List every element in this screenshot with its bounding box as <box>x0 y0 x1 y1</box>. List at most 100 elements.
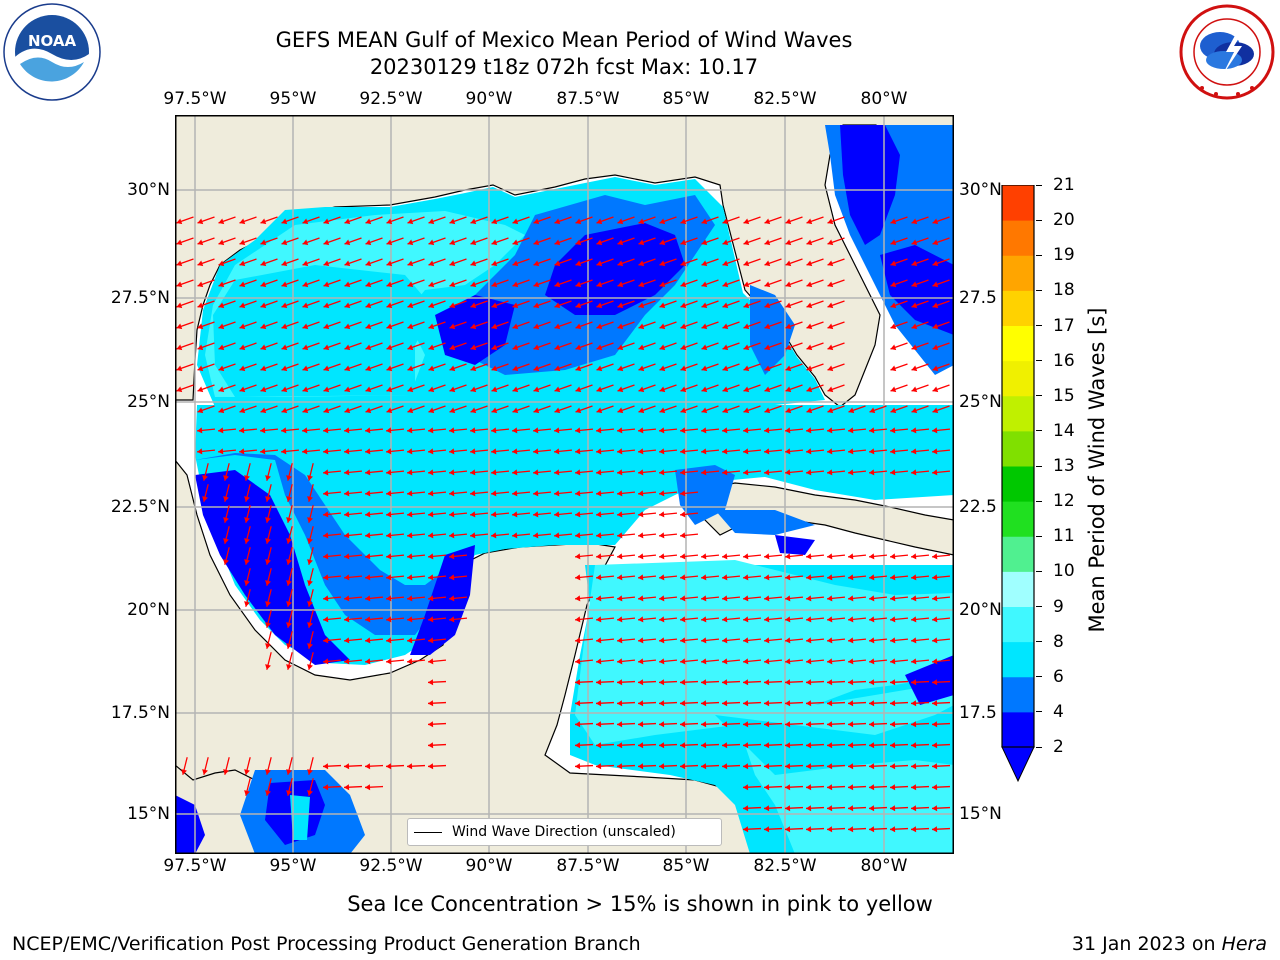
wave-direction-arrow-head <box>470 427 476 434</box>
wave-direction-arrow-head <box>890 260 897 267</box>
wave-direction-arrow <box>385 574 405 581</box>
wave-direction-arrow-head <box>344 365 351 372</box>
wave-direction-arrow <box>679 490 699 497</box>
wave-direction-arrow <box>637 553 657 560</box>
wave-direction-arrow-head <box>911 658 917 665</box>
wave-direction-arrow <box>470 405 488 414</box>
wave-direction-arrow-head <box>680 407 687 414</box>
wave-direction-arrow-head <box>617 532 623 539</box>
wave-direction-arrow-head <box>202 496 208 502</box>
wave-direction-arrow <box>910 805 930 812</box>
wave-direction-arrow <box>532 448 552 455</box>
wave-direction-arrow <box>932 258 950 267</box>
wave-direction-arrow-head <box>428 365 435 372</box>
wave-direction-arrow-head <box>197 365 204 372</box>
wave-direction-arrow-head <box>554 448 560 455</box>
wave-direction-arrow-head <box>365 260 372 267</box>
wave-direction-arrow-head <box>764 721 770 728</box>
wave-direction-arrow-head <box>344 784 350 791</box>
wave-direction-arrow-head <box>638 344 645 351</box>
wave-direction-arrow-head <box>764 323 771 330</box>
wave-direction-arrow-head <box>265 580 271 586</box>
wave-direction-arrow-head <box>365 784 371 791</box>
wave-direction-arrow <box>386 237 404 246</box>
wave-direction-arrow <box>244 547 251 565</box>
wave-direction-arrow-head <box>932 427 938 434</box>
wave-direction-arrow-head <box>806 407 813 414</box>
wave-direction-arrow <box>511 532 531 539</box>
wave-direction-arrow <box>322 616 342 623</box>
wave-direction-arrow <box>742 574 762 581</box>
wave-direction-arrow <box>826 826 846 833</box>
wave-direction-arrow <box>679 679 699 686</box>
wave-direction-arrow-head <box>176 302 183 309</box>
wave-direction-arrow-head <box>307 664 313 670</box>
sea-ice-note-text: Sea Ice Concentration > 15% is shown in … <box>347 892 933 916</box>
wave-direction-arrow <box>617 216 635 225</box>
wave-direction-arrow-head <box>806 679 812 686</box>
wave-direction-arrow-head <box>512 344 519 351</box>
wave-direction-arrow-head <box>617 700 623 707</box>
x-tick-bottom: 87.5°W <box>556 856 620 876</box>
wave-direction-arrow <box>700 616 720 623</box>
wave-direction-arrow <box>574 616 594 623</box>
wave-direction-arrow-head <box>407 490 413 497</box>
wave-period-contour <box>195 453 465 635</box>
wave-direction-arrow <box>889 742 909 749</box>
wave-direction-arrow <box>637 679 657 686</box>
wave-direction-arrow-head <box>365 344 372 351</box>
wave-direction-arrow <box>428 384 446 393</box>
wave-direction-arrow <box>406 469 426 476</box>
colorbar-label: Mean Period of Wind Waves [s] <box>1085 307 1109 633</box>
wave-direction-arrow <box>659 216 677 225</box>
wave-direction-arrow <box>805 616 825 623</box>
wave-direction-arrow-head <box>659 637 665 644</box>
colorbar-tick-label: 21 <box>1053 175 1075 195</box>
wave-direction-arrow <box>286 547 293 565</box>
wave-direction-arrow-head <box>932 826 938 833</box>
wave-direction-arrow-head <box>743 637 749 644</box>
footer-date: 31 Jan 2023 on Hera <box>1072 933 1267 955</box>
wave-direction-arrow <box>932 342 950 351</box>
wave-direction-arrow-head <box>575 427 581 434</box>
wave-direction-arrow-head <box>365 637 371 644</box>
wave-direction-arrow <box>197 321 215 330</box>
wave-direction-arrow <box>344 279 362 288</box>
wave-direction-arrow-head <box>659 616 665 623</box>
wave-direction-arrow <box>784 742 804 749</box>
wave-direction-arrow-head <box>827 281 834 288</box>
wave-direction-arrow <box>260 363 278 372</box>
wave-direction-arrow <box>302 342 320 351</box>
wave-direction-arrow <box>490 490 510 497</box>
wave-direction-arrow <box>701 363 719 372</box>
wave-direction-arrow <box>307 778 314 796</box>
wave-direction-arrow-head <box>302 407 309 414</box>
wave-direction-arrow-head <box>365 658 371 665</box>
wave-direction-arrow-head <box>701 344 708 351</box>
wave-direction-arrow-head <box>176 323 183 330</box>
wave-direction-arrow-head <box>743 595 749 602</box>
wave-direction-arrow <box>448 511 468 518</box>
wave-direction-arrow-head <box>344 427 350 434</box>
wave-direction-arrow-head <box>848 427 854 434</box>
wave-direction-arrow <box>265 526 272 544</box>
wave-direction-arrow-head <box>428 763 434 770</box>
wave-direction-arrow <box>911 300 929 309</box>
wave-direction-arrow-head <box>575 365 582 372</box>
colorbar-segment <box>1002 220 1034 256</box>
wave-direction-arrow-head <box>239 448 245 455</box>
wave-direction-arrow <box>406 511 426 518</box>
wave-direction-arrow <box>637 490 657 497</box>
wave-direction-arrow-head <box>596 742 602 749</box>
wave-direction-arrow-head <box>911 637 917 644</box>
wave-direction-arrow <box>847 595 867 602</box>
wave-direction-arrow <box>910 448 930 455</box>
wave-direction-arrow-head <box>932 763 938 770</box>
wave-direction-arrow-head <box>911 427 917 434</box>
wave-direction-arrow <box>265 568 272 586</box>
wave-direction-arrow <box>574 658 594 665</box>
wave-direction-arrow-head <box>848 574 854 581</box>
wave-direction-arrow <box>595 637 615 644</box>
wave-direction-arrow-head <box>428 281 435 288</box>
wave-direction-arrow-head <box>659 490 665 497</box>
